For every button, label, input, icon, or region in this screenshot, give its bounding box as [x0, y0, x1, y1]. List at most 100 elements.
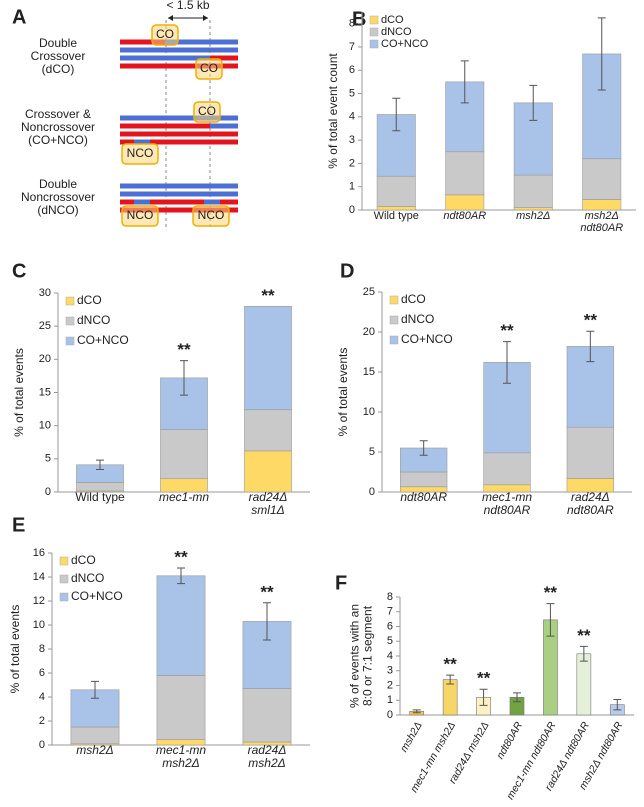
- chart-panel: B % of total event count 0 1 2 3 4 5 6 7 8 dCOdNCOC…: [326, 8, 636, 234]
- error-bar: [579, 645, 588, 662]
- chart-panel: E % of total events 0 2 4 6 8 10 12 14 16 dCO dNCO CO…: [8, 514, 310, 770]
- legend-swatch: [65, 296, 75, 306]
- bar-segment: [244, 450, 292, 493]
- bar-segment: [445, 151, 485, 196]
- y-tick-label: 7: [349, 41, 355, 53]
- error-bar: [513, 692, 521, 703]
- group-label: Crossover & Noncrossover (CO+NCO): [21, 107, 95, 147]
- y-tick-label: 10: [39, 420, 51, 432]
- bar-segment: [242, 688, 292, 743]
- legend-swatch: [369, 39, 379, 49]
- bar-segment: [244, 409, 292, 452]
- y-tick-label: 0: [369, 486, 375, 498]
- y-tick-label: 16: [33, 547, 45, 559]
- significance: **: [260, 582, 274, 601]
- x-tick-label: mec1-mn msh2Δ: [156, 743, 206, 770]
- significance: **: [177, 340, 191, 359]
- group-label: Double Noncrossover (dNCO): [21, 177, 95, 217]
- legend-label: dNCO: [71, 571, 104, 585]
- y-tick-label: 0: [45, 486, 51, 498]
- error-bar: [529, 84, 538, 121]
- error-bar: [460, 60, 469, 104]
- y-tick-label: 3: [349, 134, 355, 146]
- event-label: CO: [198, 104, 216, 118]
- x-tick-label: Wild type: [374, 210, 419, 222]
- error-bar: [503, 341, 511, 384]
- y-tick-label: 5: [349, 87, 355, 99]
- event-label: NCO: [127, 146, 154, 160]
- legend-swatch: [59, 574, 69, 584]
- y-tick-label: 20: [39, 353, 51, 365]
- error-bar: [546, 603, 555, 637]
- error-bar: [96, 459, 104, 470]
- x-tick-label: Wild type: [75, 490, 125, 504]
- y-axis-label: % of events with an8:0 or 7:1 segment: [348, 604, 375, 708]
- y-tick-label: 2: [387, 679, 393, 691]
- panel-letter: A: [12, 6, 26, 28]
- bar-segment: [582, 199, 622, 211]
- legend-label: CO+NCO: [77, 333, 129, 347]
- panel-letter: B: [352, 8, 366, 30]
- y-tick-label: 14: [33, 571, 45, 583]
- y-tick-label: 8: [39, 643, 45, 655]
- bar-segment: [582, 158, 622, 200]
- bar-segment: [156, 575, 206, 676]
- x-tick-label: ndt80AR: [400, 490, 447, 504]
- y-tick-label: 25: [39, 320, 51, 332]
- y-tick-label: 20: [363, 326, 375, 338]
- significance: **: [444, 655, 458, 674]
- x-tick-label: rad24Δ msh2Δ: [248, 743, 287, 770]
- bar-segment: [483, 452, 531, 486]
- x-tick-label: msh2Δ: [516, 210, 550, 222]
- legend-label: CO+NCO: [71, 589, 123, 603]
- error-bar: [263, 602, 271, 641]
- legend-swatch: [389, 295, 399, 305]
- y-tick-label: 3: [387, 665, 393, 677]
- x-tick-label: mec1-mn ndt80AR: [482, 490, 532, 517]
- y-tick-label: 6: [39, 667, 45, 679]
- event-box: [192, 205, 230, 227]
- x-tick-label: msh2Δ: [76, 743, 113, 757]
- error-bar: [419, 440, 428, 456]
- significance: **: [261, 286, 275, 305]
- bar-segment: [376, 175, 416, 207]
- chart-panel: F% of events with an8:0 or 7:1 segment 0 1…: [335, 572, 634, 802]
- significance: **: [544, 583, 558, 602]
- bar-segment: [244, 305, 292, 411]
- x-tick-label: msh2Δ: [398, 720, 425, 754]
- x-tick-label: rad24Δ ndt80AR: [567, 490, 614, 517]
- y-tick-label: 2: [39, 715, 45, 727]
- legend-swatch: [65, 316, 75, 326]
- y-tick-label: 25: [363, 286, 375, 298]
- event-label: NCO: [198, 208, 225, 222]
- y-tick-label: 30: [39, 287, 51, 299]
- y-tick-label: 5: [45, 453, 51, 465]
- y-tick-label: 5: [369, 446, 375, 458]
- event-box: [121, 143, 159, 165]
- y-tick-label: 8: [349, 18, 355, 30]
- y-tick-label: 4: [387, 650, 393, 662]
- panel-letter: D: [340, 260, 354, 282]
- y-tick-label: 4: [349, 111, 355, 123]
- event-box: [193, 101, 221, 123]
- y-axis-label: % of total event count: [326, 53, 340, 169]
- legend-swatch: [59, 556, 69, 566]
- bar-segment: [70, 726, 120, 745]
- y-tick-label: 1: [387, 694, 393, 706]
- legend-label: dNCO: [381, 26, 412, 38]
- legend-swatch: [369, 15, 379, 25]
- legend-label: CO+NCO: [381, 38, 429, 50]
- event-box: [121, 205, 159, 227]
- error-bar: [479, 688, 488, 706]
- error-bar: [613, 699, 622, 711]
- y-tick-label: 15: [363, 366, 375, 378]
- y-axis-label: % of total events: [8, 605, 22, 694]
- legend-label: dCO: [401, 292, 426, 306]
- y-tick-label: 10: [363, 406, 375, 418]
- error-bar: [180, 360, 188, 396]
- significance: **: [577, 626, 591, 645]
- x-tick-label: ndt80AR: [443, 210, 486, 222]
- y-tick-label: 4: [39, 691, 45, 703]
- y-tick-label: 0: [39, 739, 45, 751]
